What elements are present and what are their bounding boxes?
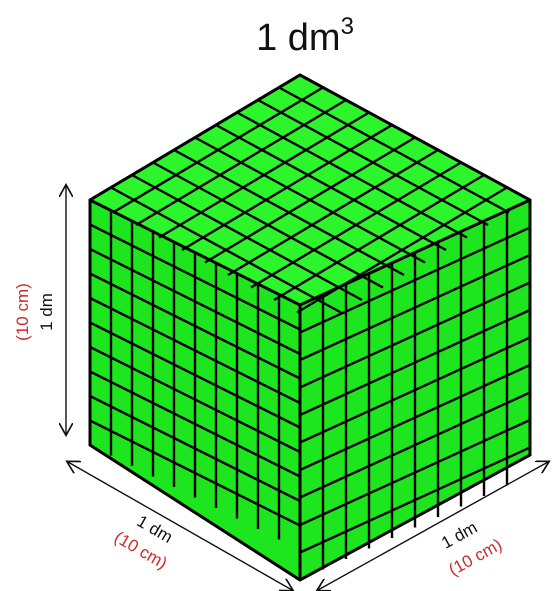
grid-line (131, 173, 363, 302)
grid-line (250, 161, 462, 289)
height-label-cm: (10 cm) (13, 283, 32, 341)
grid-line (89, 345, 301, 454)
right-width-arrow (318, 462, 548, 590)
grid-line (194, 136, 426, 264)
height-label: 1 dm (37, 293, 56, 331)
cube-top-face (90, 75, 530, 305)
grid-line (273, 173, 485, 302)
cube (88, 73, 532, 582)
title: 1 dm3 (256, 13, 354, 59)
left-width-arrow (68, 462, 292, 590)
grid-line (110, 186, 342, 314)
title-superscript: 3 (341, 13, 354, 40)
grid-line (173, 148, 405, 277)
grid-line (89, 321, 301, 429)
grid-line (299, 363, 531, 472)
cube-top-left-edge (89, 198, 301, 307)
grid-line (227, 148, 439, 277)
cube-top-right-edge (299, 198, 531, 307)
cube-top-grid (110, 86, 510, 314)
grid-line (89, 370, 301, 478)
grid-line (152, 161, 384, 289)
grid-line (299, 336, 531, 444)
title-text: 1 dm (256, 17, 340, 59)
